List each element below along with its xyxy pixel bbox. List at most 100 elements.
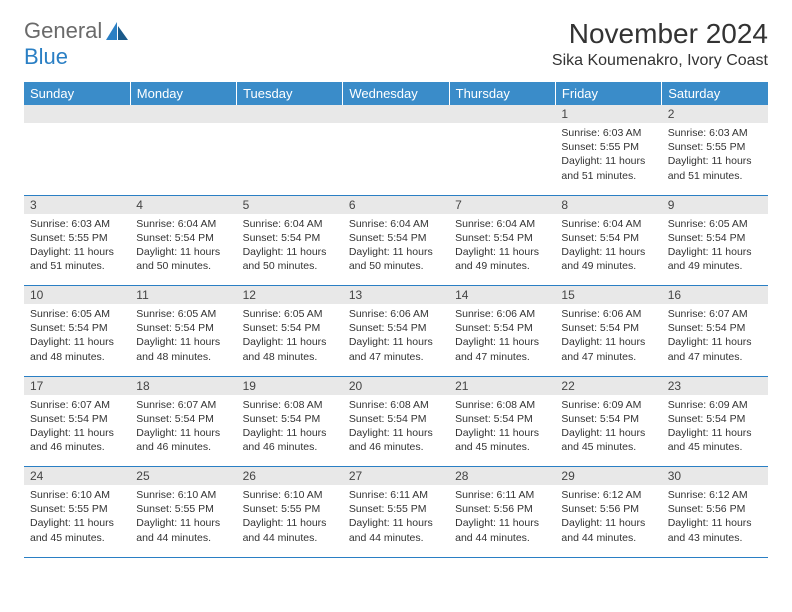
day-number	[237, 105, 343, 123]
daylight-text-2: and 51 minutes.	[668, 169, 762, 183]
day-number: 13	[343, 286, 449, 305]
day-cell: Sunrise: 6:03 AMSunset: 5:55 PMDaylight:…	[555, 123, 661, 195]
sunrise-text: Sunrise: 6:06 AM	[455, 307, 549, 321]
day-cell: Sunrise: 6:04 AMSunset: 5:54 PMDaylight:…	[237, 214, 343, 286]
location: Sika Koumenakro, Ivory Coast	[552, 52, 768, 70]
day-number: 26	[237, 467, 343, 486]
day-number	[24, 105, 130, 123]
weekday-header: Monday	[130, 82, 236, 105]
sunrise-text: Sunrise: 6:04 AM	[561, 217, 655, 231]
day-cell: Sunrise: 6:03 AMSunset: 5:55 PMDaylight:…	[662, 123, 768, 195]
logo-text-blue: Blue	[24, 44, 68, 70]
day-cell	[449, 123, 555, 195]
day-cell: Sunrise: 6:10 AMSunset: 5:55 PMDaylight:…	[237, 485, 343, 557]
day-cell: Sunrise: 6:05 AMSunset: 5:54 PMDaylight:…	[662, 214, 768, 286]
sunset-text: Sunset: 5:55 PM	[30, 502, 124, 516]
weekday-header: Wednesday	[343, 82, 449, 105]
sunset-text: Sunset: 5:54 PM	[136, 321, 230, 335]
daylight-text-1: Daylight: 11 hours	[30, 335, 124, 349]
month-title: November 2024	[552, 18, 768, 50]
daylight-text-1: Daylight: 11 hours	[136, 335, 230, 349]
day-cell: Sunrise: 6:04 AMSunset: 5:54 PMDaylight:…	[130, 214, 236, 286]
day-number: 1	[555, 105, 661, 123]
day-body-row: Sunrise: 6:03 AMSunset: 5:55 PMDaylight:…	[24, 214, 768, 286]
day-number: 12	[237, 286, 343, 305]
daylight-text-2: and 48 minutes.	[243, 350, 337, 364]
daylight-text-1: Daylight: 11 hours	[136, 516, 230, 530]
sunrise-text: Sunrise: 6:03 AM	[668, 126, 762, 140]
sunrise-text: Sunrise: 6:06 AM	[561, 307, 655, 321]
daylight-text-1: Daylight: 11 hours	[561, 335, 655, 349]
day-cell	[130, 123, 236, 195]
day-number: 30	[662, 467, 768, 486]
day-body-row: Sunrise: 6:10 AM Sunset: 5:55 PM Daylight:…	[24, 485, 768, 557]
daylight-text-2: and 45 minutes.	[455, 440, 549, 454]
sunrise-text: Sunrise: 6:04 AM	[243, 217, 337, 231]
day-number-row: 10111213141516	[24, 286, 768, 305]
sunset-text: Sunset: 5:54 PM	[349, 231, 443, 245]
logo: General	[24, 18, 130, 44]
sunset-text: Sunset: 5:54 PM	[136, 231, 230, 245]
weekday-header: Tuesday	[237, 82, 343, 105]
daylight-text-1: Daylight: 11 hours	[243, 426, 337, 440]
weekday-header: Friday	[555, 82, 661, 105]
sunset-text: Sunset: 5:54 PM	[30, 412, 124, 426]
sunrise-text: Sunrise: 6:10 AM	[243, 488, 337, 502]
sunrise-text: Sunrise: 6:03 AM	[30, 217, 124, 231]
day-cell: Sunrise: 6:09 AMSunset: 5:54 PMDaylight:…	[555, 395, 661, 467]
daylight-text-2: and 44 minutes.	[136, 531, 230, 545]
daylight-text-1: Daylight: 11 hours	[668, 154, 762, 168]
day-cell: Sunrise: 6:12 AMSunset: 5:56 PMDaylight:…	[662, 485, 768, 557]
day-number: 22	[555, 376, 661, 395]
sunset-text: Sunset: 5:54 PM	[349, 412, 443, 426]
sunrise-text: Sunrise: 6:11 AM	[455, 488, 549, 502]
day-number: 6	[343, 195, 449, 214]
sunrise-text: Sunrise: 6:04 AM	[349, 217, 443, 231]
weekday-header: Saturday	[662, 82, 768, 105]
daylight-text-1: Daylight: 11 hours	[561, 516, 655, 530]
day-cell: Sunrise: 6:09 AMSunset: 5:54 PMDaylight:…	[662, 395, 768, 467]
day-number: 2	[662, 105, 768, 123]
header: General November 2024 Sika Koumenakro, I…	[24, 18, 768, 70]
day-number	[343, 105, 449, 123]
sunrise-text: Sunrise: 6:09 AM	[561, 398, 655, 412]
logo-text-general: General	[24, 18, 102, 44]
day-number: 4	[130, 195, 236, 214]
sunset-text: Sunset: 5:56 PM	[455, 502, 549, 516]
day-number: 29	[555, 467, 661, 486]
daylight-text-2: and 46 minutes.	[243, 440, 337, 454]
day-number-row: 3456789	[24, 195, 768, 214]
day-number-row: 17181920212223	[24, 376, 768, 395]
day-number: 14	[449, 286, 555, 305]
sunrise-text: Sunrise: 6:04 AM	[455, 217, 549, 231]
day-number: 21	[449, 376, 555, 395]
day-number: 17	[24, 376, 130, 395]
day-number: 15	[555, 286, 661, 305]
day-cell: Sunrise: 6:10 AMSunset: 5:55 PMDaylight:…	[130, 485, 236, 557]
day-number: 8	[555, 195, 661, 214]
day-number: 18	[130, 376, 236, 395]
day-number: 20	[343, 376, 449, 395]
day-cell: Sunrise: 6:03 AMSunset: 5:55 PMDaylight:…	[24, 214, 130, 286]
daylight-text-2: and 50 minutes.	[136, 259, 230, 273]
sunrise-text: Sunrise: 6:05 AM	[30, 307, 124, 321]
day-number	[449, 105, 555, 123]
sunrise-text: Sunrise: 6:08 AM	[349, 398, 443, 412]
daylight-text-2: and 45 minutes.	[668, 440, 762, 454]
sunset-text: Sunset: 5:54 PM	[561, 231, 655, 245]
day-cell	[24, 123, 130, 195]
sunset-text: Sunset: 5:56 PM	[668, 502, 762, 516]
daylight-text-2: and 48 minutes.	[30, 350, 124, 364]
daylight-text-1: Daylight: 11 hours	[243, 245, 337, 259]
sunrise-text: Sunrise: 6:12 AM	[668, 488, 762, 502]
day-cell: Sunrise: 6:07 AMSunset: 5:54 PMDaylight:…	[130, 395, 236, 467]
daylight-text-2: and 47 minutes.	[561, 350, 655, 364]
daylight-text-1: Daylight: 11 hours	[136, 426, 230, 440]
sunrise-text: Sunrise: 6:11 AM	[349, 488, 443, 502]
daylight-text-1: Daylight: 11 hours	[668, 335, 762, 349]
daylight-text-1: Daylight: 11 hours	[243, 335, 337, 349]
daylight-text-2: and 50 minutes.	[349, 259, 443, 273]
sunset-text: Sunset: 5:54 PM	[561, 321, 655, 335]
daylight-text-2: and 51 minutes.	[561, 169, 655, 183]
day-number	[130, 105, 236, 123]
